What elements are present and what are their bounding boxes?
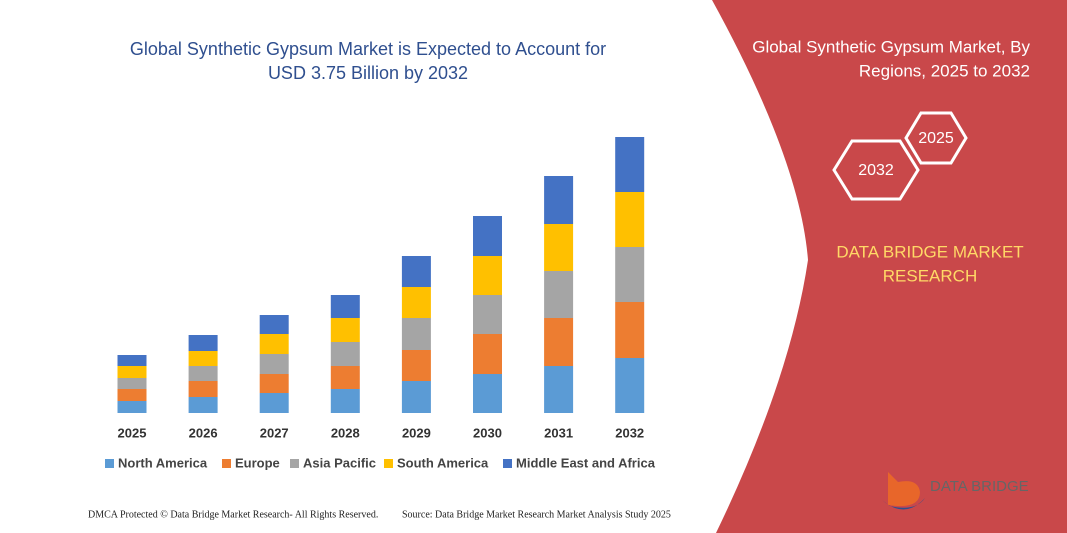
bar-segment (117, 389, 147, 401)
bar-segment (544, 318, 574, 366)
bar-segment (544, 224, 574, 271)
bar-segment (615, 358, 645, 413)
legend-label: South America (397, 455, 489, 470)
bar-segment (473, 216, 502, 256)
bar-segment (544, 366, 574, 413)
bar-segment (117, 355, 147, 366)
side-panel (712, 0, 1067, 533)
bar-segment (259, 354, 289, 374)
bar-segment (401, 287, 431, 318)
bar-segment (259, 334, 289, 354)
panel-title: Regions, 2025 to 2032 (859, 61, 1030, 80)
bar-segment (401, 256, 431, 287)
bar-segment (188, 381, 218, 397)
logo-icon (888, 472, 920, 507)
bar-segment (544, 176, 574, 224)
legend-swatch (290, 459, 299, 468)
bar-segment (615, 137, 645, 192)
bar-segment (473, 256, 502, 295)
x-tick-label: 2030 (473, 425, 502, 440)
bar-segment (473, 334, 502, 374)
bar-segment (615, 192, 645, 247)
hexagon (832, 139, 920, 201)
bar-segment (330, 342, 360, 366)
bar-segment (259, 393, 289, 413)
bar-segment (117, 378, 147, 389)
bar-segment (330, 318, 360, 342)
bar-segment (330, 295, 360, 318)
bar-segment (188, 335, 218, 351)
bar-segment (330, 366, 360, 389)
bar-segment (401, 381, 431, 413)
bar-segment (330, 389, 360, 413)
legend-swatch (384, 459, 393, 468)
bar-segment (188, 397, 218, 413)
bar-segment (615, 247, 645, 302)
x-tick-label: 2028 (331, 425, 360, 440)
x-tick-label: 2025 (118, 425, 147, 440)
brand-text: DATA BRIDGE MARKET (836, 242, 1023, 261)
x-tick-label: 2027 (260, 425, 289, 440)
x-tick-label: 2026 (189, 425, 218, 440)
bar-segment (188, 366, 218, 381)
hexagon-label: 2025 (918, 130, 954, 147)
legend-swatch (105, 459, 114, 468)
bar-segment (117, 366, 147, 378)
legend-label: Middle East and Africa (516, 455, 656, 470)
logo-text: DATA BRIDGE (930, 478, 1029, 495)
bar-segment (473, 295, 502, 334)
logo-icon (882, 498, 925, 510)
legend-label: Europe (235, 455, 280, 470)
bar-segment (117, 401, 147, 413)
x-tick-label: 2032 (615, 425, 644, 440)
footer-note: DMCA Protected © Data Bridge Market Rese… (88, 509, 378, 520)
bar-segment (473, 374, 502, 413)
bar-segment (188, 351, 218, 366)
bar-segment (401, 350, 431, 381)
hexagon-label: 2032 (858, 162, 894, 179)
bar-segment (544, 271, 574, 318)
bar-segment (615, 302, 645, 358)
panel-title: Global Synthetic Gypsum Market, By (752, 37, 1030, 56)
legend-label: North America (118, 455, 208, 470)
brand-text: RESEARCH (883, 266, 977, 285)
bar-segment (401, 318, 431, 350)
legend-swatch (503, 459, 512, 468)
chart-title: USD 3.75 Billion by 2032 (268, 63, 468, 83)
hexagon (904, 111, 968, 165)
logo: DATA BRIDGE (882, 472, 1029, 510)
x-tick-label: 2029 (402, 425, 431, 440)
bar-segment (259, 374, 289, 393)
legend-label: Asia Pacific (303, 455, 376, 470)
x-tick-label: 2031 (544, 425, 573, 440)
chart-title: Global Synthetic Gypsum Market is Expect… (130, 39, 606, 59)
bar-segment (259, 315, 289, 334)
footer-source: Source: Data Bridge Market Research Mark… (402, 509, 671, 520)
plot: 2025 2026 2027 2028 2029 2030 2031 2032 North Am… (105, 137, 656, 470)
legend-swatch (222, 459, 231, 468)
